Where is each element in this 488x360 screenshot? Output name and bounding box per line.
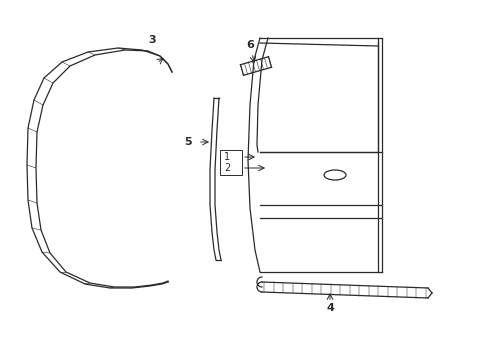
Text: 6: 6: [245, 40, 253, 50]
Text: 4: 4: [325, 303, 333, 313]
Text: 5: 5: [184, 137, 192, 147]
Bar: [220, 150, 242, 175]
Text: 3: 3: [148, 35, 156, 45]
Text: 1: 1: [224, 152, 230, 162]
Text: 2: 2: [224, 163, 230, 173]
